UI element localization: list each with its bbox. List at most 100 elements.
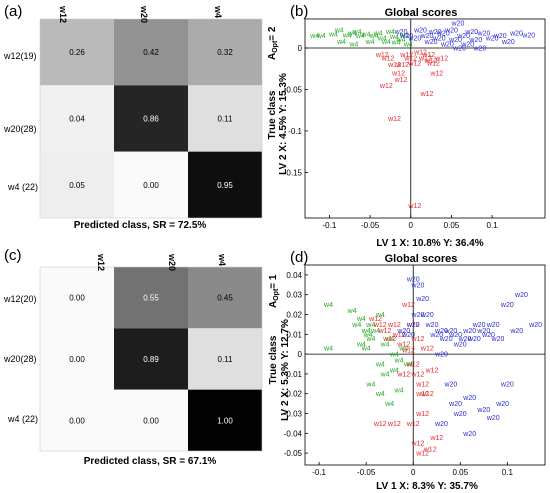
xlabel-c: Predicted class, SR = 67.1% [84, 456, 217, 467]
matrix-value-r2-c0: 0.00 [69, 416, 85, 425]
point-w4-15: w4 [394, 358, 404, 365]
point-w20-21: w20 [509, 31, 523, 38]
point-w12-8: w12 [407, 60, 421, 67]
matrix-value-r1-c2: 0.11 [218, 355, 234, 364]
point-w12-7: w12 [403, 55, 417, 62]
panel-a-label: (a) [4, 3, 22, 20]
point-w4-6: w4 [352, 29, 362, 36]
title-b: Global scores [385, 7, 458, 19]
aopt-a-main: A [267, 53, 278, 60]
point-w4-18: w4 [399, 32, 409, 39]
x-tick-label: 0 [409, 221, 414, 230]
point-w20-4: w20 [420, 33, 434, 40]
point-w20-29: w20 [448, 401, 462, 408]
x-tick-label: 0.1 [502, 468, 514, 477]
matrix-value-r0-c0: 0.26 [69, 48, 85, 57]
panel-b: (b) Global scores -0.1 -0.05 0 0.05 0.1 0 -0.0… [278, 3, 546, 249]
point-w4-13: w4 [381, 39, 391, 46]
point-w20-21: w20 [500, 302, 514, 309]
point-w12-9: w12 [413, 50, 427, 57]
point-w20-12: w20 [452, 46, 466, 53]
point-w20-25: w20 [406, 276, 420, 283]
point-w20-2: w20 [407, 36, 421, 43]
point-w12-13: w12 [401, 302, 415, 309]
aopt-c-sub: Opt [273, 288, 280, 301]
point-w4-11: w4 [375, 312, 385, 319]
matrix-cell-r2-c0 [40, 389, 114, 451]
point-w4-17: w4 [403, 362, 413, 369]
col-label-a-0: w12 [58, 5, 68, 23]
point-w20-15: w20 [467, 336, 481, 343]
point-w12-3: w12 [391, 70, 405, 77]
point-w20-19: w20 [486, 322, 500, 329]
point-w4-1: w4 [316, 33, 326, 40]
point-w12-6: w12 [396, 342, 410, 349]
matrix-cell-r0-c0 [40, 267, 114, 329]
matrix-cell-r0-c1 [114, 19, 188, 86]
point-w12-21: w12 [387, 421, 401, 428]
point-w12-14: w12 [396, 371, 410, 378]
panel-d: (d) Global scores -0.1 -0.05 0 0.05 0.1 0.04 0… [280, 249, 546, 492]
matrix-cell-r1-c2 [188, 85, 262, 152]
point-w20-17: w20 [476, 328, 490, 335]
point-w20-23: w20 [501, 39, 515, 46]
point-w4-7: w4 [355, 33, 365, 40]
point-w20-5: w20 [420, 312, 434, 319]
matrix-value-r1-c1: 0.86 [143, 115, 159, 124]
matrix-value-r2-c2: 0.95 [217, 181, 233, 190]
point-w20-3: w20 [411, 312, 425, 319]
svg-text:AOpt= 1: AOpt= 1 [268, 274, 280, 308]
point-w4-3: w4 [356, 316, 366, 323]
point-w20-10: w20 [444, 27, 458, 34]
point-w4-7: w4 [370, 328, 380, 335]
ylabel-b: LV 2 X: 4.5% Y: 15.3% [278, 73, 289, 175]
point-w20-31: w20 [462, 395, 476, 402]
aopt-a-value: = 2 [267, 26, 278, 41]
matrix-value-r0-c2: 0.32 [217, 48, 233, 57]
title-d: Global scores [385, 253, 458, 265]
point-w20-27: w20 [434, 352, 448, 359]
panel-d-label: (d) [290, 249, 308, 266]
plot-frame [304, 264, 546, 466]
matrix-cell-r2-c1 [114, 389, 188, 451]
row-label-a-1: w20(28) [3, 124, 37, 134]
xlabel-a: Predicted class, SR = 72.5% [74, 220, 207, 231]
point-w20-24: w20 [451, 21, 465, 28]
point-w4-2: w4 [351, 322, 361, 329]
point-w12-5: w12 [395, 62, 409, 69]
point-w12-11: w12 [411, 336, 425, 343]
matrix-value-r2-c1: 0.00 [143, 181, 159, 190]
matrix-value-r1-c0: 0.00 [69, 355, 85, 364]
y-tick-label: -0.01 [284, 370, 303, 379]
point-w12-1: w12 [373, 322, 387, 329]
col-label-c-0: w12 [96, 253, 106, 271]
point-w20-18: w20 [477, 31, 491, 38]
point-w20-37: w20 [462, 431, 476, 438]
point-w20-26: w20 [411, 282, 425, 289]
point-w12-26: w12 [415, 391, 429, 398]
point-w20-28: w20 [443, 381, 457, 388]
xlabel-b: LV 1 X: 10.8% Y: 36.4% [376, 238, 483, 249]
col-label-a-2: w4 [213, 5, 223, 18]
point-w20-2: w20 [406, 322, 420, 329]
x-tick-label: 0 [411, 468, 416, 477]
x-tick-label: 0.1 [487, 221, 499, 230]
point-w20-36: w20 [434, 421, 448, 428]
plot-frame [304, 18, 546, 219]
point-w20-9: w20 [440, 41, 454, 48]
matrix-cell-r2-c2 [188, 151, 262, 218]
point-w12-4: w12 [394, 77, 408, 84]
point-w20-22: w20 [521, 32, 535, 39]
point-w12-17: w12 [420, 391, 434, 398]
xlabel-d: LV 1 X: 8.3% Y: 35.7% [376, 481, 478, 492]
matrix-cell-r2-c1 [114, 151, 188, 218]
point-w20-8: w20 [436, 31, 450, 38]
point-w12-7: w12 [401, 348, 415, 355]
point-w20-6: w20 [428, 29, 442, 36]
point-w4-14: w4 [389, 352, 399, 359]
point-w12-24: w12 [423, 447, 437, 454]
point-w20-0: w20 [396, 328, 410, 335]
matrix-value-r0-c1: 0.55 [143, 294, 159, 303]
point-w20-14: w20 [460, 41, 474, 48]
point-w12-12: w12 [406, 322, 420, 329]
